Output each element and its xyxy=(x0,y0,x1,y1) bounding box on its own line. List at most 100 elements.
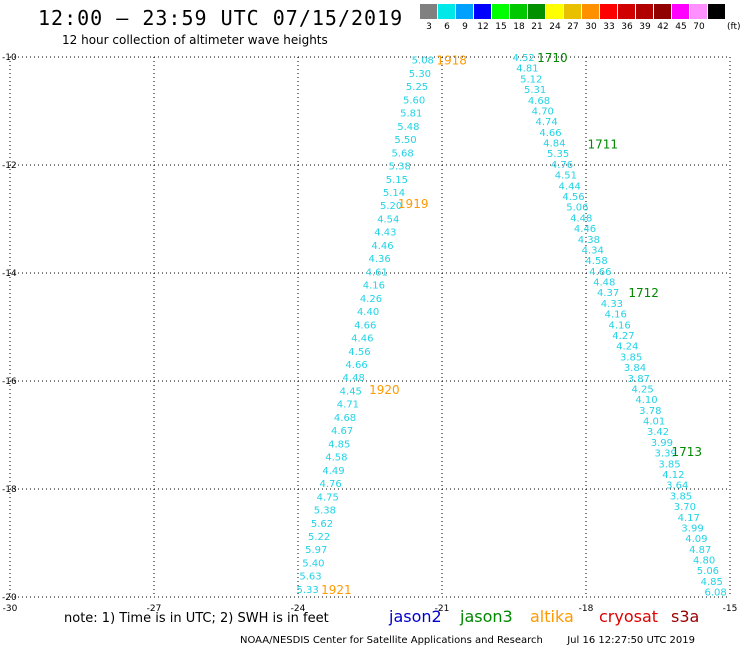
color-swatch xyxy=(582,4,599,19)
wave-height-value: 3.78 xyxy=(639,406,661,417)
wave-height-value: 4.37 xyxy=(597,288,619,299)
pass-label: 1919 xyxy=(398,197,429,211)
wave-height-value: 4.24 xyxy=(616,342,638,353)
wave-height-value: 4.85 xyxy=(328,439,350,450)
color-scale-label: 15 xyxy=(495,22,507,32)
pass-label: 1921 xyxy=(321,583,352,597)
wave-height-value: 5.50 xyxy=(394,135,416,146)
color-swatch xyxy=(546,4,563,19)
wave-height-value: 4.38 xyxy=(578,235,600,246)
wave-height-value: 4.56 xyxy=(348,347,370,358)
color-scale-label: 18 xyxy=(513,22,525,32)
wave-height-value: 4.26 xyxy=(360,294,382,305)
wave-height-value: 4.85 xyxy=(701,577,723,588)
color-swatch xyxy=(564,4,581,19)
wave-height-value: 4.46 xyxy=(351,334,373,345)
wave-height-value: 4.45 xyxy=(340,386,362,397)
map-subtitle: 12 hour collection of altimeter wave hei… xyxy=(62,33,328,47)
wave-height-value: 4.16 xyxy=(363,281,385,292)
color-scale-label: 6 xyxy=(444,22,450,32)
color-swatch xyxy=(708,4,725,19)
wave-height-value: 5.08 xyxy=(412,56,434,67)
wave-height-value: 5.40 xyxy=(302,558,324,569)
wave-height-value: 5.60 xyxy=(403,95,425,106)
wave-height-value: 4.58 xyxy=(585,256,607,267)
color-swatch xyxy=(510,4,527,19)
wave-height-value: 5.20 xyxy=(380,201,402,212)
wave-height-value: 3.99 xyxy=(651,438,673,449)
satellite-name: cryosat xyxy=(599,607,659,626)
wave-height-value: 5.35 xyxy=(547,149,569,160)
wave-height-value: 3.85 xyxy=(620,352,642,363)
wave-height-value: 4.66 xyxy=(354,320,376,331)
wave-height-value: 5.63 xyxy=(299,572,321,583)
wave-height-value: 4.33 xyxy=(601,299,623,310)
wave-height-value: 5.81 xyxy=(400,109,422,120)
footer-org: NOAA/NESDIS Center for Satellite Applica… xyxy=(240,635,543,646)
lon-tick-label: -27 xyxy=(147,604,162,614)
lat-tick-label: -10 xyxy=(2,53,17,63)
wave-height-value: 3.85 xyxy=(658,459,680,470)
lon-tick-label: -24 xyxy=(291,604,306,614)
wave-height-value: 4.16 xyxy=(608,320,630,331)
lon-tick-label: -15 xyxy=(723,604,738,614)
wave-height-value: 4.54 xyxy=(377,214,399,225)
wave-height-value: 3.84 xyxy=(624,363,646,374)
pass-label: 1712 xyxy=(628,286,659,300)
lat-tick-label: -20 xyxy=(2,593,17,603)
color-swatch xyxy=(600,4,617,19)
wave-height-value: 6.08 xyxy=(704,588,726,599)
wave-height-value: 4.36 xyxy=(368,254,390,265)
wave-height-value: 4.66 xyxy=(589,267,611,278)
color-scale-label: 3 xyxy=(426,22,432,32)
color-scale-label: 24 xyxy=(549,22,561,32)
color-swatch xyxy=(492,4,509,19)
footer-timestamp: Jul 16 12:27:50 UTC 2019 xyxy=(567,635,695,646)
wave-height-value: 5.12 xyxy=(520,74,542,85)
wave-height-value: 4.48 xyxy=(593,278,615,289)
lat-tick-label: -14 xyxy=(2,269,17,279)
wave-height-value: 4.74 xyxy=(536,117,558,128)
wave-height-value: 4.52 xyxy=(512,53,534,64)
wave-height-value: 4.48 xyxy=(343,373,365,384)
wave-height-value: 4.44 xyxy=(559,181,581,192)
lat-tick-label: -16 xyxy=(2,377,17,387)
color-swatch xyxy=(420,4,437,19)
color-scale-label: 21 xyxy=(531,22,543,32)
wave-height-value: 3.42 xyxy=(647,427,669,438)
footer: NOAA/NESDIS Center for Satellite Applica… xyxy=(240,635,695,646)
lat-tick-label: -12 xyxy=(2,161,17,171)
pass-label: 1918 xyxy=(436,54,467,68)
wave-height-value: 3.70 xyxy=(674,502,696,513)
pass-label: 1711 xyxy=(588,137,619,151)
lat-tick-label: -18 xyxy=(2,485,17,495)
wave-height-value: 4.01 xyxy=(643,417,665,428)
lon-tick-label: -30 xyxy=(3,604,18,614)
wave-height-value: 4.71 xyxy=(337,400,359,411)
wave-height-value: 4.34 xyxy=(582,245,604,256)
wave-height-value: 5.38 xyxy=(314,506,336,517)
wave-height-value: 3.64 xyxy=(666,481,688,492)
color-swatch xyxy=(456,4,473,19)
color-swatch xyxy=(618,4,635,19)
wave-height-value: 4.09 xyxy=(685,534,707,545)
wave-height-value: 4.84 xyxy=(543,139,565,150)
satellite-name: s3a xyxy=(671,607,700,626)
wave-height-value: 4.17 xyxy=(678,513,700,524)
color-swatch xyxy=(672,4,689,19)
wave-height-value: 4.80 xyxy=(693,556,715,567)
wave-height-value: 4.51 xyxy=(555,171,577,182)
color-swatch xyxy=(474,4,491,19)
wave-height-value: 4.27 xyxy=(612,331,634,342)
wave-height-value: 4.76 xyxy=(551,160,573,171)
legend-note: note: 1) Time is in UTC; 2) SWH is in fe… xyxy=(64,611,329,626)
wave-height-value: 5.22 xyxy=(308,532,330,543)
lon-tick-label: -18 xyxy=(579,604,594,614)
wave-height-value: 3.87 xyxy=(628,374,650,385)
wave-height-value: 4.25 xyxy=(632,384,654,395)
wave-height-value: 4.46 xyxy=(371,241,393,252)
wave-height-value: 4.40 xyxy=(357,307,379,318)
pass-label: 1710 xyxy=(537,51,568,65)
